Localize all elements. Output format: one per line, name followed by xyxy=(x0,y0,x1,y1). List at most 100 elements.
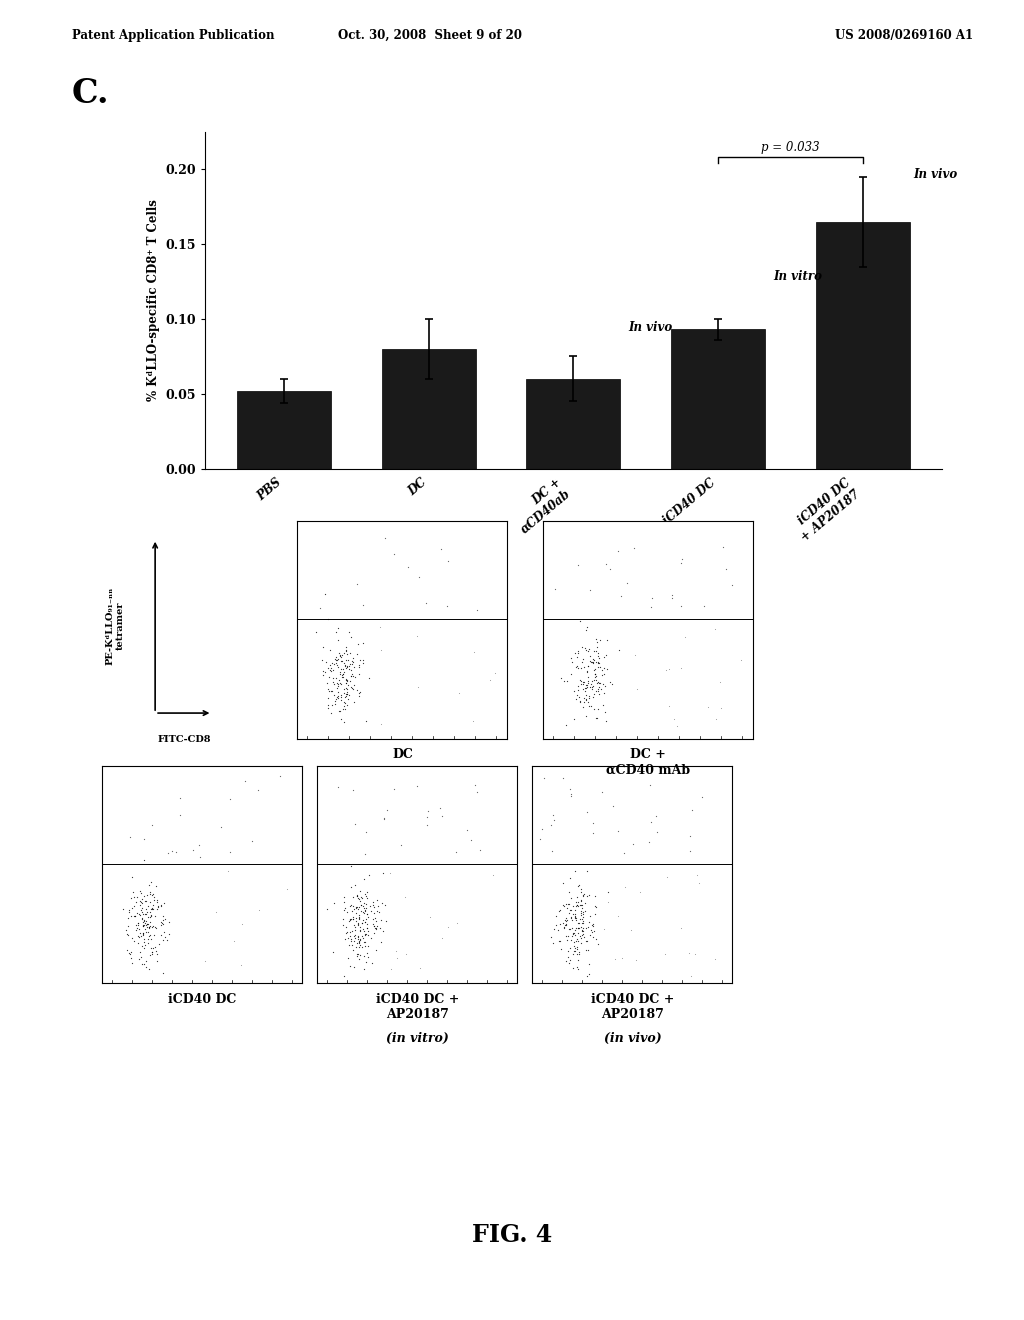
Point xyxy=(691,873,708,894)
Point xyxy=(585,822,601,843)
Point xyxy=(375,862,391,883)
Point xyxy=(556,916,572,937)
Point xyxy=(135,886,152,907)
Point xyxy=(352,945,369,966)
Point xyxy=(341,909,357,931)
Point xyxy=(562,937,579,958)
Point xyxy=(536,767,552,788)
Point xyxy=(481,669,498,690)
Point xyxy=(569,685,586,706)
Point xyxy=(365,913,381,935)
Point xyxy=(594,664,610,685)
Point xyxy=(618,573,635,594)
Point xyxy=(486,663,503,684)
Point xyxy=(336,965,352,986)
Point xyxy=(332,661,348,682)
Point xyxy=(156,913,172,935)
Point xyxy=(581,884,597,906)
Point xyxy=(388,940,404,961)
Point xyxy=(575,673,592,694)
Point xyxy=(555,895,571,916)
Point xyxy=(552,900,568,921)
Point xyxy=(545,932,561,953)
Point xyxy=(119,923,135,944)
Point xyxy=(123,948,139,969)
Point xyxy=(328,667,344,688)
Point xyxy=(130,932,146,953)
Point xyxy=(550,920,566,941)
Point xyxy=(138,913,155,935)
Point xyxy=(577,677,593,698)
Point xyxy=(129,886,145,907)
Point xyxy=(582,651,598,672)
Point xyxy=(338,923,354,944)
Point xyxy=(567,941,584,962)
Point xyxy=(357,843,374,865)
Point xyxy=(570,931,587,952)
Point xyxy=(552,913,568,935)
Point xyxy=(334,667,350,688)
Point xyxy=(330,672,346,693)
Point xyxy=(569,957,586,978)
Point xyxy=(568,656,585,677)
Point xyxy=(359,882,376,903)
Point xyxy=(572,894,589,915)
Point xyxy=(343,627,359,648)
Point xyxy=(531,829,548,850)
Point xyxy=(681,942,697,964)
Point xyxy=(582,924,598,945)
Point xyxy=(337,693,353,714)
Point xyxy=(673,657,689,678)
Point xyxy=(590,656,606,677)
Point xyxy=(566,904,583,925)
Point xyxy=(673,917,689,939)
Point xyxy=(142,891,159,912)
Point xyxy=(323,657,339,678)
Point xyxy=(330,673,346,694)
Point xyxy=(318,651,335,672)
Point xyxy=(660,696,677,717)
Point xyxy=(614,946,631,968)
Point xyxy=(123,906,139,927)
Point xyxy=(574,921,591,942)
Point xyxy=(143,939,160,960)
Point xyxy=(578,917,594,939)
Point xyxy=(588,640,604,661)
Point xyxy=(353,886,370,907)
Point xyxy=(340,689,356,710)
Point xyxy=(600,892,616,913)
Point xyxy=(563,664,580,685)
Point xyxy=(335,663,351,684)
Point xyxy=(360,865,377,886)
Bar xyxy=(526,379,621,469)
Point xyxy=(336,696,352,717)
Point xyxy=(572,879,589,900)
Point xyxy=(316,661,333,682)
Point xyxy=(369,900,385,921)
Point xyxy=(574,648,591,669)
Point xyxy=(574,912,591,933)
Point xyxy=(359,903,376,924)
Point xyxy=(343,929,359,950)
Point xyxy=(334,665,350,686)
Point xyxy=(573,898,590,919)
Point xyxy=(351,663,368,684)
Point xyxy=(338,639,354,660)
Point xyxy=(579,685,595,706)
Point xyxy=(347,920,364,941)
Point xyxy=(604,673,621,694)
Point xyxy=(585,652,601,673)
Point xyxy=(584,921,600,942)
Point xyxy=(350,928,367,949)
Point xyxy=(136,903,153,924)
Point xyxy=(135,916,152,937)
Point xyxy=(355,892,372,913)
Point xyxy=(338,682,354,704)
Point xyxy=(348,680,365,701)
Point xyxy=(141,925,158,946)
Point xyxy=(559,929,575,950)
Text: (in vitro): (in vitro) xyxy=(386,1032,449,1045)
Point xyxy=(565,903,582,924)
Point xyxy=(357,886,374,907)
Point xyxy=(574,696,591,717)
